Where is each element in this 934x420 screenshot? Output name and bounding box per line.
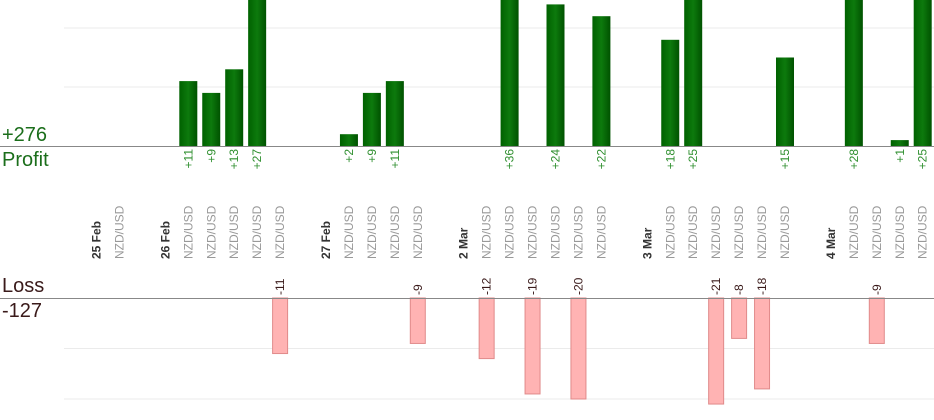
profit-bar [890, 140, 909, 146]
profit-bar [776, 57, 794, 146]
pair-label: NZD/USD [778, 205, 792, 259]
loss-value-label: -11 [273, 278, 287, 295]
pair-label: NZD/USD [549, 205, 563, 259]
loss-bar [478, 297, 495, 360]
loss-value-label: -20 [571, 277, 585, 295]
loss-value-label: -9 [870, 284, 884, 295]
pair-label: NZD/USD [112, 205, 126, 259]
axis-lines [0, 146, 934, 299]
profit-value-label: +36 [503, 149, 517, 170]
value-labels: +11 +9 +13 +27 -11 +2 +9 +11 -9 -12 +36 -19 +24 -20 +2… [181, 149, 929, 295]
pair-label: NZD/USD [227, 205, 241, 259]
profit-bar [179, 81, 198, 146]
loss-value-label: -19 [526, 277, 540, 295]
date-label: 25 Feb [90, 221, 104, 259]
loss-bar [409, 297, 426, 344]
loss-bar [570, 297, 587, 400]
profit-bar [339, 134, 358, 146]
profit-bar [661, 39, 680, 146]
profit-value-label: +24 [549, 149, 563, 170]
profit-label: Profit [2, 149, 49, 171]
loss-bar [754, 297, 771, 390]
pair-label: NZD/USD [893, 205, 907, 259]
profit-value-label: +28 [847, 149, 861, 170]
profit-value-label: +9 [204, 149, 218, 163]
profit-total: +276 [2, 124, 48, 146]
pair-label: NZD/USD [526, 205, 540, 259]
profit-value-label: +11 [388, 149, 402, 169]
pair-label: NZD/USD [503, 205, 517, 259]
date-label: 3 Mar [640, 227, 654, 259]
pair-label: NZD/USD [916, 205, 930, 259]
pair-label: NZD/USD [709, 205, 723, 259]
loss-label: Loss [2, 275, 45, 297]
date-label: 4 Mar [824, 227, 838, 259]
grid-lines [64, 27, 934, 400]
profit-bar [202, 92, 221, 146]
date-label: 27 Feb [319, 221, 333, 259]
profit-value-label: +18 [663, 149, 677, 170]
profit-bars [179, 0, 932, 147]
profit-bar [385, 81, 404, 146]
profit-value-label: +25 [686, 149, 700, 170]
profit-value-label: +13 [227, 149, 241, 170]
profit-bar [225, 69, 244, 146]
loss-value-label: -21 [709, 277, 723, 295]
profit-bar [913, 0, 932, 146]
loss-value-label: -18 [755, 277, 769, 295]
pair-label: NZD/USD [365, 205, 379, 259]
pair-label: NZD/USD [250, 205, 264, 259]
profit-bar [248, 0, 267, 146]
pair-label: NZD/USD [686, 205, 700, 259]
profit-value-label: +1 [893, 149, 907, 163]
profit-bar [500, 0, 519, 146]
pair-label: NZD/USD [732, 205, 746, 259]
profit-value-label: +15 [778, 149, 792, 170]
profit-value-label: +2 [342, 149, 356, 163]
slot-labels: 25 Feb NZD/USD 26 Feb NZD/USD NZD/USD NZD/USD… [90, 205, 930, 259]
loss-bar [868, 297, 885, 344]
pair-label: NZD/USD [594, 205, 608, 259]
loss-value-label: -9 [411, 284, 425, 295]
pair-label: NZD/USD [663, 205, 677, 259]
loss-value-label: -8 [732, 284, 746, 295]
profit-value-label: +22 [594, 149, 608, 170]
loss-bar [708, 297, 725, 405]
pair-label: NZD/USD [342, 205, 356, 259]
pair-label: NZD/USD [273, 205, 287, 259]
pair-label: NZD/USD [571, 205, 585, 259]
profit-bar [592, 16, 611, 147]
pair-label: NZD/USD [388, 205, 402, 259]
loss-value-label: -12 [480, 277, 494, 295]
pair-label: NZD/USD [847, 205, 861, 259]
pair-label: NZD/USD [181, 205, 195, 259]
profit-bar [844, 0, 863, 146]
loss-total: -127 [2, 300, 43, 322]
date-label: 2 Mar [457, 227, 471, 259]
profit-value-label: +11 [181, 149, 195, 169]
profit-bar [684, 0, 703, 146]
loss-bar [731, 297, 748, 339]
loss-bar [272, 297, 289, 355]
pair-label: NZD/USD [204, 205, 218, 259]
date-label: 26 Feb [158, 221, 172, 259]
profit-bar [362, 92, 381, 146]
pair-label: NZD/USD [480, 205, 494, 259]
pair-label: NZD/USD [755, 205, 769, 259]
pair-label: NZD/USD [411, 205, 425, 259]
pair-label: NZD/USD [870, 205, 884, 259]
profit-bar [546, 4, 565, 147]
loss-bar [524, 297, 541, 395]
profit-value-label: +27 [250, 149, 264, 170]
profit-value-label: +9 [365, 149, 379, 163]
profit-value-label: +25 [916, 149, 930, 170]
loss-bars [272, 297, 885, 405]
